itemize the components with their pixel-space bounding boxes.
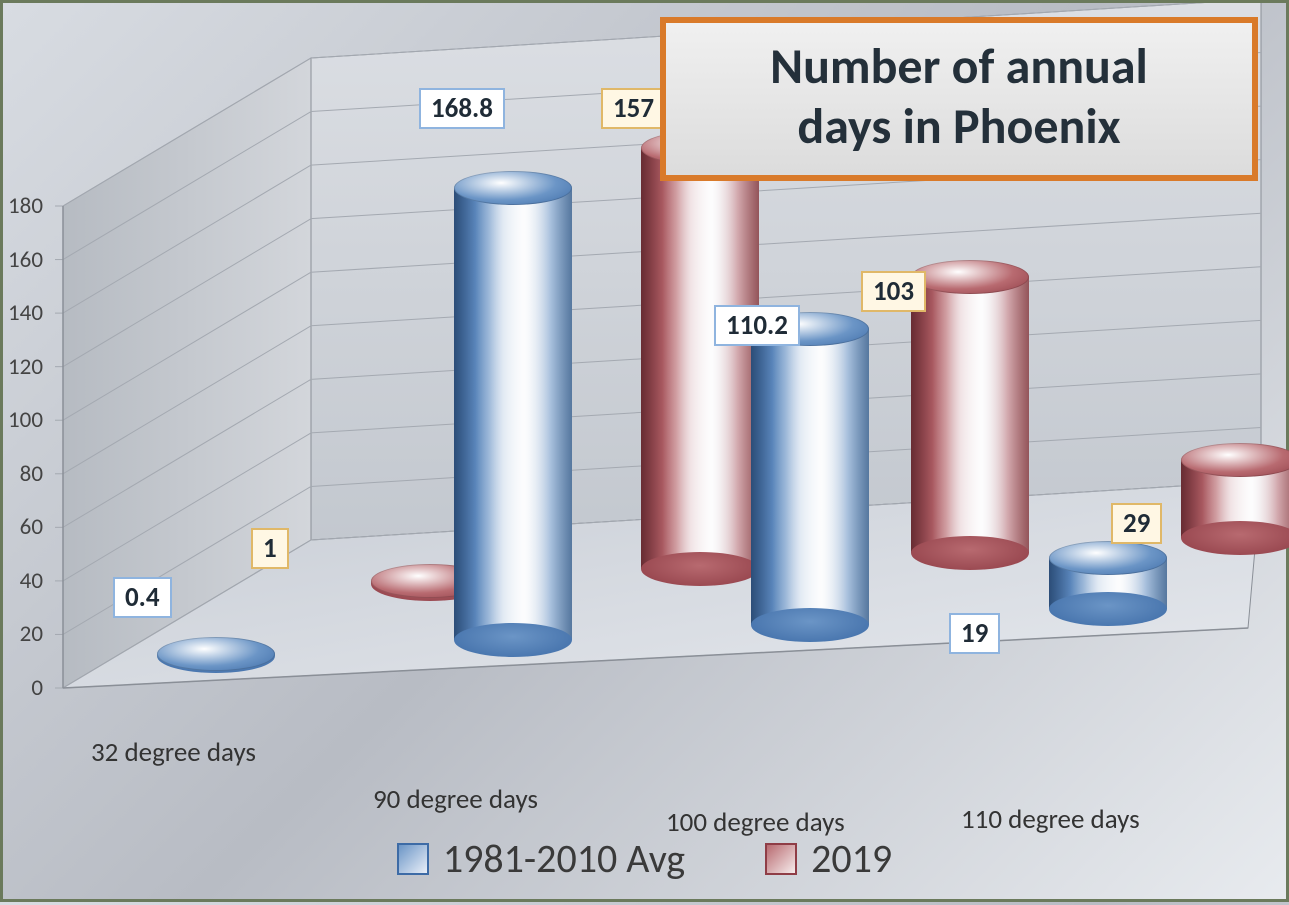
title-line-2: days in Phoenix [676,97,1242,157]
data-label: 110.2 [714,305,800,346]
legend-swatch-series-1 [765,843,797,875]
y-tick-label: 80 [20,460,43,488]
legend-label-series-0: 1981-2010 Avg [443,834,685,883]
legend-item-series-0: 1981-2010 Avg [397,834,685,883]
y-tick-label: 20 [20,620,43,648]
category-label: 110 degree days [961,803,1140,836]
bar-cylinder [1049,541,1167,626]
y-tick-label: 40 [20,567,43,595]
y-tick-label: 100 [8,406,43,434]
data-label: 103 [861,271,926,312]
y-tick-label: 160 [8,246,43,274]
legend-swatch-series-0 [397,843,429,875]
bar-cylinder [641,131,759,585]
data-label: 157 [601,88,666,129]
y-tick-label: 140 [8,299,43,327]
data-label: 19 [949,613,1000,654]
chart-area: 020406080100120140160180 0.4168.8110.219… [3,3,1286,899]
data-label: 168.8 [419,88,505,129]
y-tick-label: 180 [8,192,43,220]
y-tick-label: 120 [8,353,43,381]
legend-label-series-1: 2019 [811,834,892,883]
bar-cylinder [454,171,572,657]
data-label: 0.4 [113,577,172,618]
legend-item-series-1: 2019 [765,834,892,883]
category-label: 90 degree days [373,783,538,816]
bar-cylinder [1181,443,1289,555]
bar-cylinder [751,312,869,641]
y-tick-label: 0 [31,674,43,702]
category-label: 32 degree days [91,736,256,769]
bar-cylinder [911,260,1029,570]
bar-cylinder [157,637,275,673]
y-tick-label: 60 [20,513,43,541]
data-label: 29 [1111,503,1162,544]
title-box: Number of annual days in Phoenix [660,17,1258,181]
data-label: 1 [251,528,289,569]
title-line-1: Number of annual [676,37,1242,97]
legend: 1981-2010 Avg 2019 [3,834,1286,883]
